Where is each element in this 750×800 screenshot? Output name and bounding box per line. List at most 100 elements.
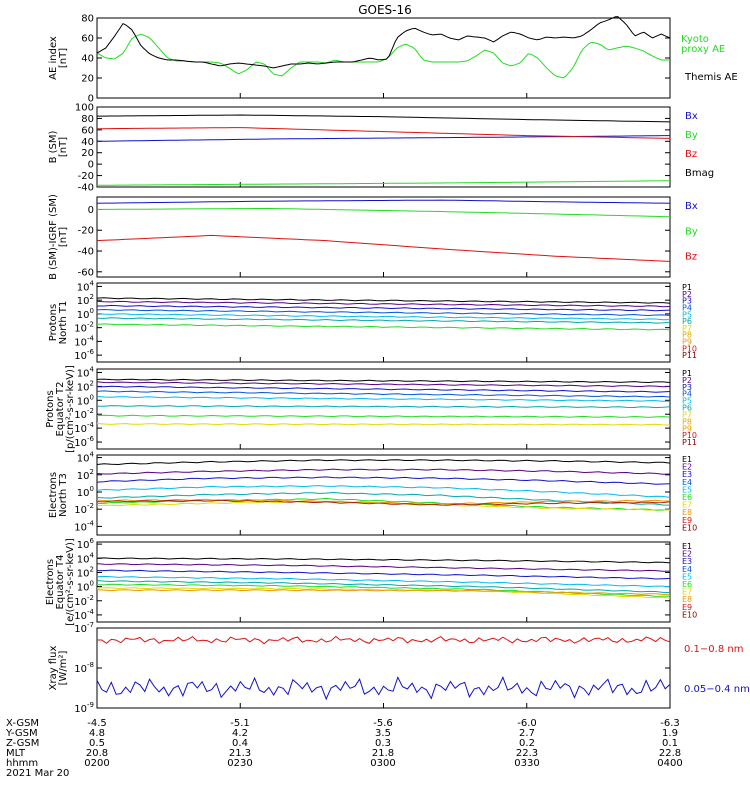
y-tick-label: 60 [81,34,94,45]
plot-title: GOES-16 [358,3,412,17]
series-line-pn-p5 [96,313,671,321]
series-line-xray-0-1-0-8-nm [97,635,671,645]
x-axis-row: Y-GSM 4.8 4.2 3.5 2.7 1.9 [5,728,678,739]
x-axis-value: 22.8 [659,748,681,759]
y-tick-label: 102 [77,293,94,307]
y-tick-label: 0 [88,94,94,105]
legend-item: P1 [682,283,692,292]
legend-item: E6 [682,493,692,502]
legend-item: Bz [685,149,697,160]
y-tick-label: 10-4 [74,334,94,348]
legend-item: P8 [682,331,692,340]
legend-item: P6 [682,404,692,413]
x-axis-row-label: hhmm [6,758,38,769]
x-axis-value: 22.3 [516,748,538,759]
series-line-bsm-bmag [97,114,671,123]
series-line-en-e3 [96,476,671,485]
series-line-pe-p7 [96,414,671,418]
x-axis-row: MLT 20.8 21.3 21.8 22.3 22.8 [6,748,681,759]
y-tick-label: 104 [77,365,95,379]
legend-item: P4 [682,303,692,312]
legend-item: E2 [682,463,692,472]
y-tick-label: 20 [81,148,94,159]
legend-item: E6 [682,580,692,589]
legend-item: E9 [682,603,692,612]
y-tick-label: 10-6 [74,348,94,362]
y-tick-label: 102 [77,379,94,393]
x-axis-value: -5.6 [373,718,393,729]
y-axis-label: Xray flux [48,646,59,691]
x-axis-value: 21.8 [372,748,394,759]
legend-item: E8 [682,508,692,517]
x-axis-value: 0.1 [662,738,678,749]
y-axis-label: [e/(cm²-s-sr-keV)] [65,538,76,626]
legend-item: P1 [682,369,692,378]
legend-item: P11 [682,351,697,360]
y-axis-label: B (SM)-IGRF (SM) [48,194,59,280]
legend-item: Bx [685,201,698,212]
series-line-pe-p6 [96,405,671,409]
x-axis-row: hhmm 0200 0230 0300 0330 0400 [6,758,683,769]
y-tick-label: 100 [75,103,94,114]
series-line-en-e4 [96,485,671,498]
series-line-en-e9 [96,499,671,506]
x-axis-date: 2021 Mar 20 [6,768,69,779]
series-line-pe-p8 [96,423,671,426]
y-tick-label: 10-7 [74,621,94,635]
legend-item: E5 [682,572,692,581]
series-line-bsm-bz [97,127,671,139]
y-axis-label: Equator T4 [55,555,66,610]
y-axis-label: [nT] [58,227,69,247]
panel-en: 104 102 100 10-2 10-4 Electrons North T3 E1E2E3… [48,451,697,536]
y-tick-label: 0 [88,205,94,216]
series-line-ee-e2 [96,563,671,572]
series-line-bsm-by [96,180,671,186]
x-axis-row-label: Z-GSM [6,738,39,749]
legend-item: E3 [682,557,692,566]
x-axis-value: 0230 [227,758,252,769]
y-tick-label: 10-4 [74,608,94,622]
series-line-pn-p3 [97,304,671,312]
y-axis-label: [nT] [58,137,69,157]
y-tick-label: 104 [77,551,95,565]
legend-item: P9 [682,424,692,433]
legend-item: E2 [682,550,692,559]
series-line-pe-p1 [96,378,671,384]
series-line-bigrf-by [96,207,671,218]
y-axis-label: AE index [48,36,59,80]
x-axis-value: -5.1 [230,718,250,729]
y-tick-label: 10-8 [74,661,94,675]
x-axis-value: 0.4 [232,738,248,749]
y-tick-label: 102 [77,565,94,579]
x-axis-value: 0400 [657,758,682,769]
y-tick-label: 10-2 [74,502,94,516]
legend-item: Bz [685,252,697,263]
series-line-ae-kyoto-proxy-ae [96,33,670,79]
x-axis-value: 21.3 [229,748,251,759]
y-tick-label: 10-4 [74,421,94,435]
series-line-pn-p7 [96,323,671,331]
series-line-pn-p1 [96,297,671,304]
y-axis-label: [W/m²] [58,650,69,685]
x-axis-value: 4.2 [232,728,248,739]
legend-item: P10 [682,344,697,353]
legend-item: P3 [682,383,692,392]
y-tick-label: -20 [78,226,94,237]
y-tick-label: -20 [78,171,94,182]
legend-item: P8 [682,417,692,426]
series-line-xray-0-05-0-4-nm [96,676,671,701]
legend-item: P2 [682,290,692,299]
legend-item: E7 [682,501,692,510]
y-tick-label: 10-9 [74,701,94,715]
y-tick-label: 40 [81,137,94,148]
series-line-pe-p4 [96,390,671,398]
legend-item: Bmag [685,168,714,179]
y-tick-label: -60 [78,267,94,278]
legend-item: proxy AE [681,44,725,55]
y-tick-label: 10-6 [74,435,94,449]
y-tick-label: 100 [77,580,94,594]
legend-item: E1 [682,455,692,464]
